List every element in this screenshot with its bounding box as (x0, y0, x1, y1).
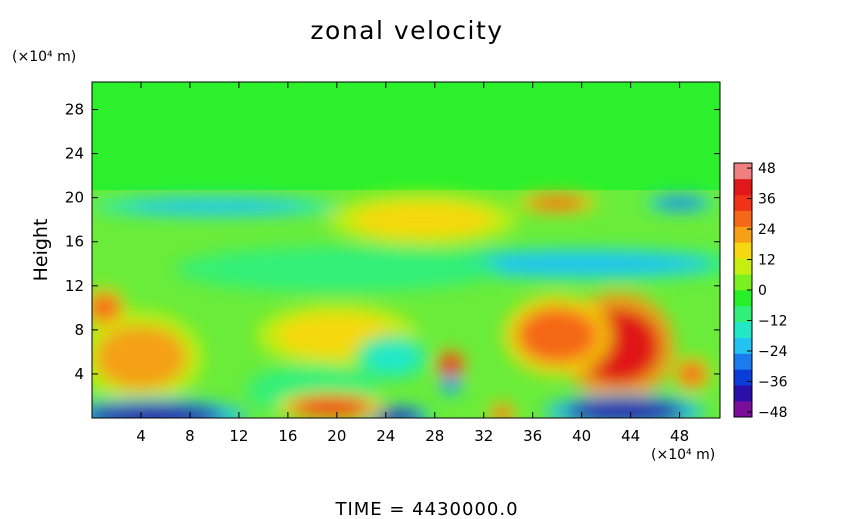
colorbar-swatch (734, 194, 752, 211)
x-tick-label: 4 (136, 427, 146, 445)
y-tick-label: 16 (65, 233, 84, 251)
heatmap-blob-easterly-band-high (451, 251, 712, 276)
y-tick-label: 8 (74, 321, 84, 339)
plot-frame (91, 81, 721, 419)
colorbar: 48 36 24 12 0 −12 −24 −36 −48 (733, 161, 788, 421)
x-tick-label: 40 (572, 427, 591, 445)
x-tick-label: 24 (376, 427, 395, 445)
heatmap-blob-vortex-positive (439, 354, 462, 377)
heatmap-blob-vortex-negative (441, 377, 460, 392)
colorbar-swatch (734, 369, 752, 386)
heatmap-blob-surface-westerly-33 (492, 405, 513, 418)
time-label: TIME = 4430000.0 (334, 499, 518, 519)
x-tick-label: 16 (278, 427, 297, 445)
y-axis-label: Height (30, 219, 52, 282)
heatmap-blob-surface-easterly-west (92, 403, 224, 418)
x-tick-label: 36 (523, 427, 542, 445)
heatmap-blob-easterly-tropopause (124, 199, 305, 214)
y-axis-unit: (×10⁴ m) (12, 49, 76, 65)
y-tick-label: 12 (65, 277, 84, 295)
colorbar-swatch (734, 305, 752, 323)
colorbar-swatch (734, 385, 752, 402)
colorbar-swatch (734, 258, 752, 275)
heatmap-blob-easterly-band-mid (216, 253, 457, 286)
heatmap-blob-westerly-lobe (517, 307, 598, 364)
colorbar-tick-label: −36 (758, 374, 788, 390)
colorbar-swatch (734, 226, 752, 243)
colorbar-tick-label: −48 (758, 405, 788, 421)
heatmap-blob-westerly-upper-mid (352, 201, 493, 238)
colorbar-tick-label: −12 (758, 313, 788, 329)
colorbar-swatch (734, 401, 752, 418)
x-tick-label: 32 (474, 427, 493, 445)
x-tick-label: 44 (621, 427, 640, 445)
colorbar-tick-label: 0 (758, 283, 767, 299)
y-tick-label: 4 (74, 365, 84, 383)
colorbar-swatch (734, 353, 752, 370)
colorbar-tick-label: 12 (758, 253, 776, 269)
x-tick-label: 20 (327, 427, 346, 445)
y-tick-label: 20 (65, 189, 84, 207)
colorbar-tick-label: 36 (758, 192, 776, 208)
colorbar-tick-label: −24 (758, 344, 788, 360)
y-tick-label: 24 (65, 145, 84, 163)
x-tick-label: 28 (425, 427, 444, 445)
colorbar-tick-label: 48 (758, 161, 776, 177)
colorbar-swatch (734, 178, 752, 196)
y-tick-label: 28 (65, 101, 84, 119)
heatmap-blob-surface-westerly (290, 396, 371, 417)
x-tick-label: 8 (185, 427, 195, 445)
heatmap-blob-westerly-right-low (677, 361, 706, 386)
heatmap-blob-easterly-mid-south (363, 341, 420, 374)
upper-layer-fill (92, 82, 720, 202)
colorbar-swatch (734, 337, 752, 354)
colorbar-swatch (734, 163, 752, 180)
colorbar-swatch (734, 210, 752, 227)
colorbar-tick-label: 24 (758, 222, 776, 238)
heatmap-blob-surface-easterly-east (564, 399, 685, 418)
x-tick-label: 48 (670, 427, 689, 445)
colorbar-swatch (734, 274, 752, 291)
colorbar-swatch (734, 321, 752, 338)
heatmap-field (92, 82, 720, 418)
heatmap-blob-westerly-west-upper (92, 293, 121, 322)
heatmap-blob-easterly-tropopause-right (653, 197, 706, 210)
heatmap-blob-westerly-west (94, 325, 187, 390)
chart-title: zonal velocity (310, 16, 503, 45)
heatmap-blob-westerly-tropopause (527, 196, 588, 211)
x-tick-label: 12 (229, 427, 248, 445)
x-axis-unit: (×10⁴ m) (651, 447, 715, 463)
colorbar-swatch (734, 242, 752, 259)
colorbar-swatch (734, 290, 752, 307)
